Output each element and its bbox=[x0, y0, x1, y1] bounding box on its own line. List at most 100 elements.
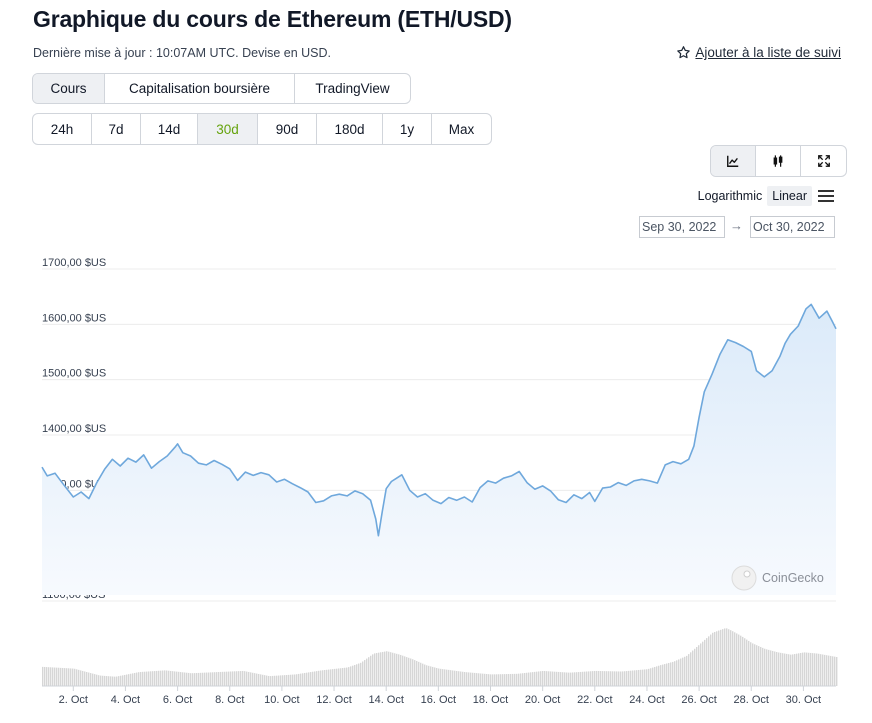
volume-bar bbox=[494, 674, 496, 686]
volume-bar bbox=[836, 657, 838, 686]
volume-bar bbox=[754, 644, 756, 686]
coingecko-watermark: CoinGecko bbox=[731, 565, 824, 591]
volume-bar bbox=[536, 671, 538, 686]
volume-bar bbox=[146, 671, 148, 686]
volume-bar bbox=[214, 672, 216, 686]
volume-bar bbox=[52, 667, 54, 686]
range-90d-button[interactable]: 90d bbox=[258, 114, 317, 144]
range-1y-button[interactable]: 1y bbox=[383, 114, 432, 144]
volume-bar bbox=[208, 672, 210, 686]
volume-bar bbox=[456, 670, 458, 686]
logarithmic-scale-button[interactable]: Logarithmic bbox=[697, 189, 763, 203]
x-tick-label: 22. Oct bbox=[577, 694, 612, 706]
volume-bar bbox=[416, 660, 418, 686]
range-7d-button[interactable]: 7d bbox=[92, 114, 141, 144]
volume-bar bbox=[140, 671, 142, 686]
volume-bar bbox=[418, 661, 420, 686]
volume-bar bbox=[520, 673, 522, 686]
volume-bar bbox=[100, 675, 102, 686]
range-14d-button[interactable]: 14d bbox=[141, 114, 198, 144]
volume-bar bbox=[118, 676, 120, 686]
volume-bar bbox=[198, 672, 200, 686]
tab-tradingview[interactable]: TradingView bbox=[315, 81, 390, 96]
volume-bar bbox=[176, 671, 178, 686]
volume-bar bbox=[610, 671, 612, 686]
range-24h-button[interactable]: 24h bbox=[33, 114, 92, 144]
x-tick-label: 14. Oct bbox=[368, 694, 403, 706]
volume-bar bbox=[102, 675, 104, 686]
volume-bar bbox=[378, 652, 380, 686]
volume-bar bbox=[114, 676, 116, 686]
volume-bar bbox=[304, 672, 306, 686]
volume-bar bbox=[804, 652, 806, 686]
volume-bar bbox=[636, 670, 638, 686]
volume-bar bbox=[436, 667, 438, 686]
date-to-input[interactable]: Oct 30, 2022 bbox=[750, 216, 835, 238]
volume-bar bbox=[650, 668, 652, 686]
volume-bar bbox=[236, 671, 238, 686]
volume-bar bbox=[732, 631, 734, 686]
volume-bar bbox=[708, 636, 710, 686]
linear-scale-button[interactable]: Linear bbox=[767, 186, 812, 206]
volume-bar bbox=[300, 673, 302, 686]
volume-bar bbox=[358, 663, 360, 686]
volume-bar bbox=[400, 654, 402, 686]
volume-bar bbox=[720, 629, 722, 686]
x-tick-label: 26. Oct bbox=[681, 694, 716, 706]
volume-bar bbox=[364, 660, 366, 686]
volume-bar bbox=[460, 671, 462, 686]
range-180d-button[interactable]: 180d bbox=[317, 114, 383, 144]
candlestick-button[interactable] bbox=[756, 146, 801, 176]
tab-market-cap[interactable]: Capitalisation boursière bbox=[105, 74, 295, 103]
tab-cours[interactable]: Cours bbox=[33, 74, 105, 103]
volume-bar bbox=[510, 673, 512, 686]
volume-bar bbox=[204, 672, 206, 686]
line-chart-button[interactable] bbox=[711, 146, 756, 176]
volume-bar bbox=[604, 671, 606, 686]
volume-bar bbox=[656, 666, 658, 686]
volume-bar bbox=[486, 673, 488, 686]
range-30d-button[interactable]: 30d bbox=[198, 114, 258, 144]
volume-bar bbox=[472, 672, 474, 686]
volume-bar bbox=[618, 671, 620, 686]
volume-bar bbox=[136, 672, 138, 686]
volume-bar bbox=[550, 671, 552, 686]
volume-bar bbox=[374, 653, 376, 686]
volume-bar bbox=[714, 631, 716, 686]
volume-bar bbox=[252, 672, 254, 686]
volume-bar bbox=[216, 672, 218, 686]
range-max-button[interactable]: Max bbox=[448, 121, 475, 137]
x-tick-label: 12. Oct bbox=[316, 694, 351, 706]
volume-bar bbox=[622, 671, 624, 686]
volume-bar bbox=[302, 673, 304, 686]
expand-button[interactable] bbox=[801, 146, 846, 176]
add-to-watchlist-link[interactable]: Ajouter à la liste de suivi bbox=[676, 45, 841, 60]
volume-bar bbox=[686, 655, 688, 686]
volume-bar bbox=[696, 647, 698, 686]
date-from-input[interactable]: Sep 30, 2022 bbox=[639, 216, 725, 238]
volume-bar bbox=[294, 674, 296, 686]
volume-bar bbox=[86, 671, 88, 686]
volume-bar bbox=[240, 671, 242, 686]
x-tick-label: 30. Oct bbox=[786, 694, 821, 706]
volume-bar bbox=[690, 652, 692, 686]
volume-bar bbox=[518, 673, 520, 686]
hamburger-menu-icon[interactable] bbox=[817, 189, 835, 203]
volume-bar bbox=[698, 645, 700, 686]
volume-bar bbox=[284, 675, 286, 686]
volume-bar bbox=[446, 669, 448, 686]
volume-bar bbox=[220, 671, 222, 686]
volume-bar bbox=[584, 671, 586, 686]
volume-bar bbox=[512, 673, 514, 686]
volume-bar bbox=[370, 655, 372, 686]
volume-bar bbox=[728, 629, 730, 686]
volume-bar bbox=[312, 671, 314, 686]
volume-bar bbox=[680, 658, 682, 686]
volume-bar bbox=[212, 672, 214, 686]
volume-bar bbox=[412, 659, 414, 686]
volume-bar bbox=[386, 651, 388, 686]
volume-bar bbox=[126, 674, 128, 686]
volume-bar bbox=[210, 672, 212, 686]
volume-bar bbox=[786, 653, 788, 686]
volume-bar bbox=[192, 673, 194, 686]
